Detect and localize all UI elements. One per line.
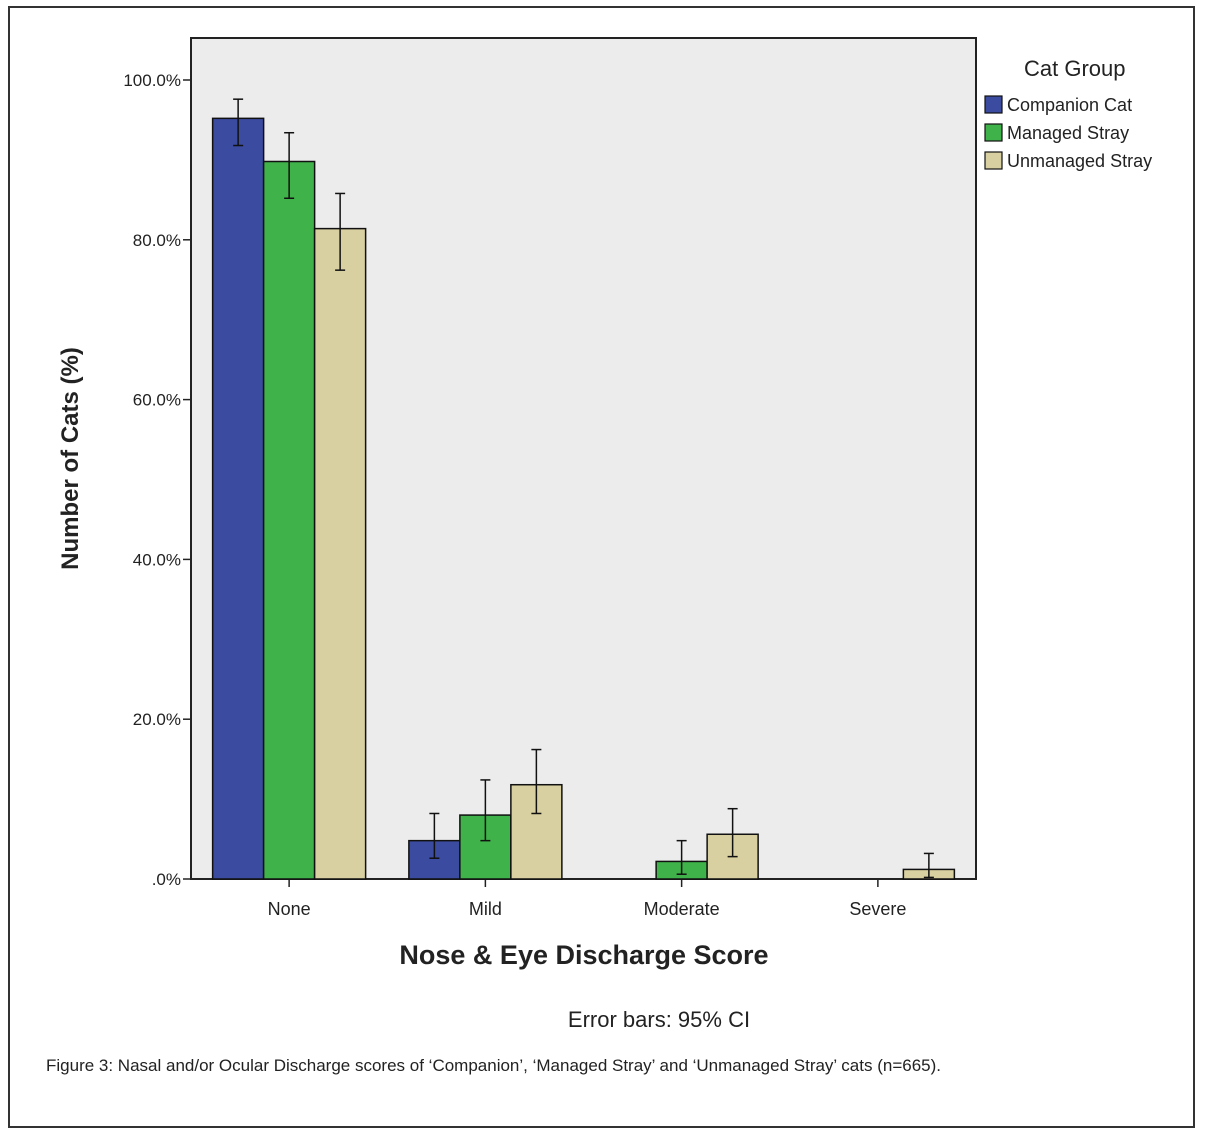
y-axis: .0% 20.0% 40.0% 60.0% 80.0% 100.0%	[123, 71, 191, 889]
legend-swatch	[984, 95, 1003, 114]
x-tick-label: Moderate	[644, 899, 720, 919]
legend-label: Unmanaged Stray	[1007, 151, 1152, 171]
legend-swatch	[984, 151, 1003, 170]
legend-swatch	[984, 123, 1003, 142]
y-axis-label: Number of Cats (%)	[57, 347, 84, 570]
bar	[313, 227, 367, 880]
figure-caption: Figure 3: Nasal and/or Ocular Discharge …	[46, 1056, 941, 1075]
bar-chart: .0% 20.0% 40.0% 60.0% 80.0% 100.0% None Mild Mo…	[57, 37, 1152, 1032]
bars	[211, 117, 956, 880]
legend: Cat Group Companion Cat Managed Stray Unma…	[984, 56, 1152, 171]
x-axis: None Mild Moderate Severe	[268, 879, 906, 919]
x-tick-label: None	[268, 899, 311, 919]
y-tick-label: 20.0%	[133, 710, 181, 729]
figure-frame	[8, 6, 1195, 1128]
legend-label: Companion Cat	[1007, 95, 1132, 115]
x-tick-label: Severe	[849, 899, 906, 919]
y-tick-label: 100.0%	[123, 71, 181, 90]
bar	[262, 160, 316, 880]
y-tick-label: 80.0%	[133, 231, 181, 250]
y-tick-label: .0%	[152, 870, 181, 889]
bar	[510, 783, 563, 880]
legend-title: Cat Group	[1024, 56, 1126, 81]
x-tick-label: Mild	[469, 899, 502, 919]
bar	[211, 117, 265, 880]
error-bar-note: Error bars: 95% CI	[568, 1007, 750, 1032]
y-tick-label: 40.0%	[133, 550, 181, 569]
error-bars	[233, 98, 934, 879]
y-tick-label: 60.0%	[133, 391, 181, 410]
x-axis-label: Nose & Eye Discharge Score	[399, 940, 768, 970]
legend-label: Managed Stray	[1007, 123, 1129, 143]
